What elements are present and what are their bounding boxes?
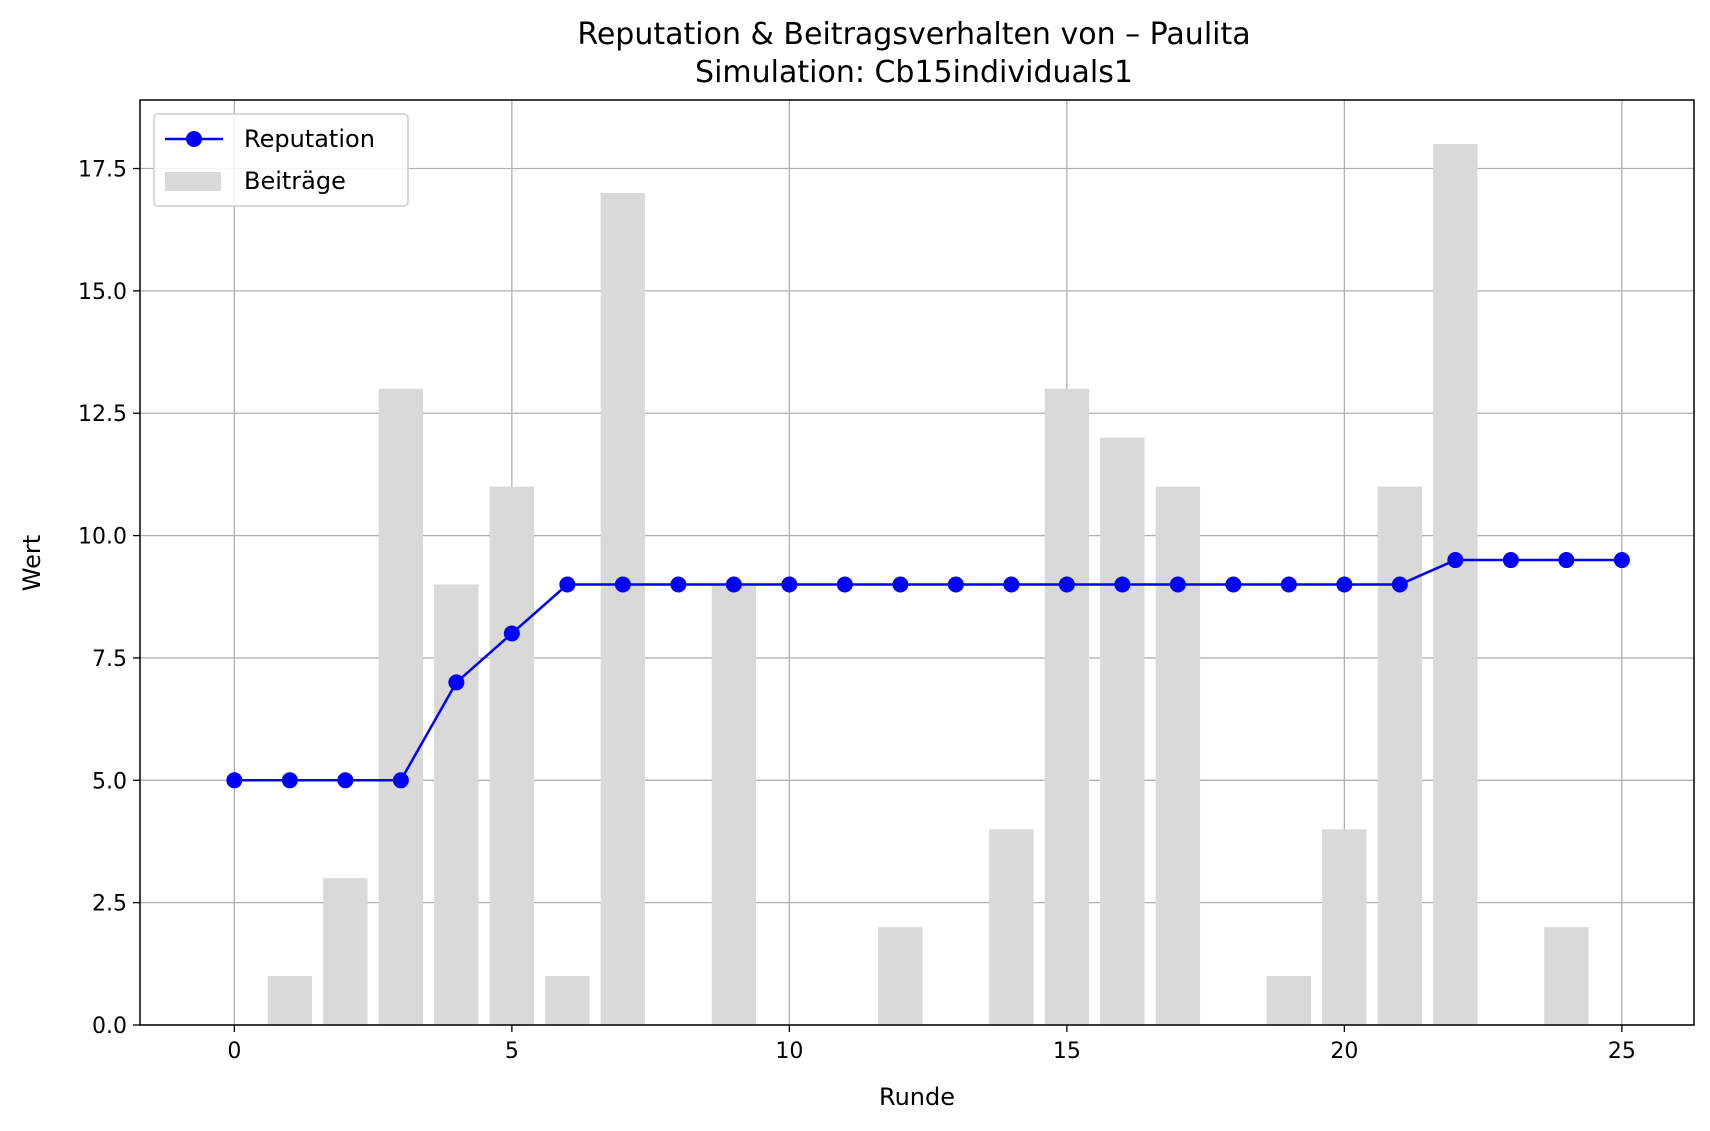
- y-tick-label: 0.0: [92, 1014, 127, 1039]
- bar-beitraege: [878, 927, 923, 1025]
- x-tick-label: 0: [227, 1039, 241, 1064]
- reputation-point: [836, 576, 853, 593]
- y-tick-label: 15.0: [78, 280, 127, 305]
- y-axis-label: Wert: [18, 535, 46, 591]
- y-tick-label: 7.5: [92, 647, 127, 672]
- reputation-point: [448, 674, 465, 691]
- reputation-point: [1558, 552, 1575, 569]
- bar-beitraege: [1433, 144, 1478, 1026]
- reputation-point: [559, 576, 576, 593]
- reputation-point: [1502, 552, 1519, 569]
- x-tick-label: 25: [1608, 1039, 1636, 1064]
- reputation-point: [1613, 552, 1630, 569]
- x-tick-label: 15: [1053, 1039, 1081, 1064]
- bar-beitraege: [600, 192, 646, 1026]
- x-axis-ticks: 0 5 10 15 20 25: [227, 1025, 1636, 1064]
- bar-series-beitraege: [267, 144, 1589, 1026]
- reputation-point: [337, 772, 354, 789]
- bar-beitraege: [1377, 486, 1423, 1025]
- legend-label-beitraege: Beiträge: [244, 167, 346, 195]
- x-tick-label: 10: [775, 1039, 803, 1064]
- reputation-point: [670, 576, 687, 593]
- bar-beitraege: [1266, 976, 1312, 1025]
- legend: Reputation Beiträge: [153, 113, 409, 207]
- x-tick-label: 5: [505, 1039, 519, 1064]
- plot-frame: [139, 99, 1695, 1026]
- bar-beitraege: [1544, 927, 1589, 1025]
- reputation-point: [1003, 576, 1020, 593]
- reputation-point: [226, 772, 243, 789]
- reputation-point: [725, 576, 742, 593]
- reputation-point: [614, 576, 631, 593]
- reputation-line: [234, 558, 1622, 782]
- bar-beitraege: [1044, 388, 1090, 1026]
- reputation-point: [281, 772, 298, 789]
- reputation-point: [1391, 576, 1408, 593]
- bar-beitraege: [1322, 829, 1367, 1025]
- y-tick-label: 2.5: [92, 892, 127, 917]
- reputation-point: [1058, 576, 1075, 593]
- bar-beitraege: [711, 584, 757, 1025]
- legend-bar-swatch: [165, 172, 221, 191]
- y-tick-label: 5.0: [92, 769, 127, 794]
- bar-beitraege: [434, 584, 479, 1025]
- reputation-point: [1447, 552, 1464, 569]
- bar-beitraege: [323, 878, 368, 1025]
- reputation-point: [1114, 576, 1131, 593]
- reputation-point: [947, 576, 964, 593]
- y-axis-ticks: 0.0 2.5 5.0 7.5 10.0 12.5 15.0 17.5: [78, 158, 140, 1039]
- reputation-point: [1280, 576, 1297, 593]
- reputation-point: [1169, 576, 1186, 593]
- legend-marker-swatch: [186, 131, 202, 147]
- y-tick-label: 12.5: [78, 402, 127, 427]
- y-tick-label: 17.5: [78, 158, 127, 183]
- bar-beitraege: [378, 388, 424, 1026]
- reputation-point: [392, 772, 409, 789]
- bar-beitraege: [1155, 486, 1201, 1025]
- bar-beitraege: [989, 829, 1034, 1025]
- bar-beitraege: [545, 976, 590, 1025]
- reputation-point: [1225, 576, 1242, 593]
- y-tick-label: 10.0: [78, 525, 127, 550]
- reputation-point: [503, 625, 520, 642]
- line-series-reputation: [226, 552, 1630, 789]
- legend-label-reputation: Reputation: [244, 125, 375, 153]
- x-axis-label: Runde: [879, 1083, 955, 1111]
- bar-beitraege: [1100, 437, 1145, 1025]
- chart-subtitle: Simulation: Cb15individuals1: [695, 55, 1133, 90]
- reputation-point: [1336, 576, 1353, 593]
- reputation-point: [892, 576, 909, 593]
- x-tick-label: 20: [1330, 1039, 1358, 1064]
- bar-beitraege: [489, 486, 535, 1025]
- chart-title: Reputation & Beitragsverhalten von – Pau…: [577, 17, 1250, 52]
- reputation-point: [781, 576, 798, 593]
- bar-beitraege: [267, 976, 313, 1025]
